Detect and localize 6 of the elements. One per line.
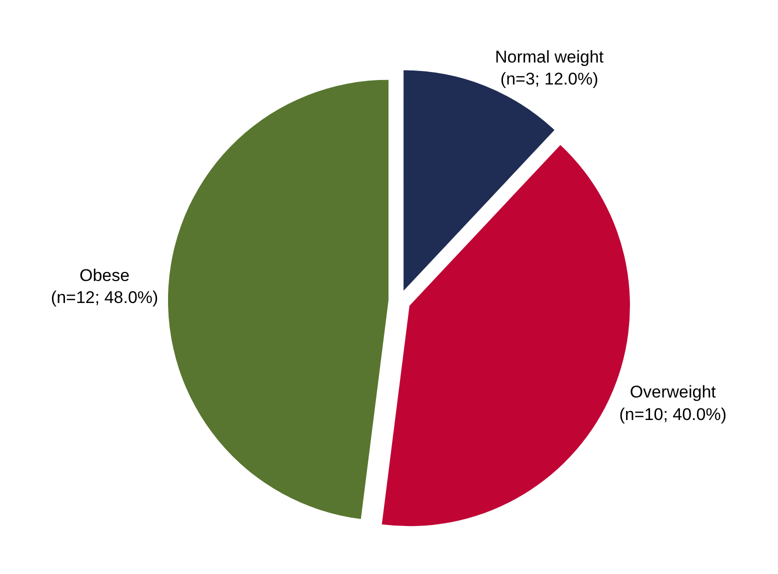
- slice-label: Normal weight: [494, 47, 604, 66]
- data-label: (n=3; 12.0%): [500, 70, 598, 89]
- slice-label: Overweight: [630, 382, 716, 402]
- slice-label: Obese: [80, 266, 130, 285]
- data-label: (n=10; 40.0%): [619, 404, 727, 424]
- data-label: (n=12; 48.0%): [50, 288, 158, 307]
